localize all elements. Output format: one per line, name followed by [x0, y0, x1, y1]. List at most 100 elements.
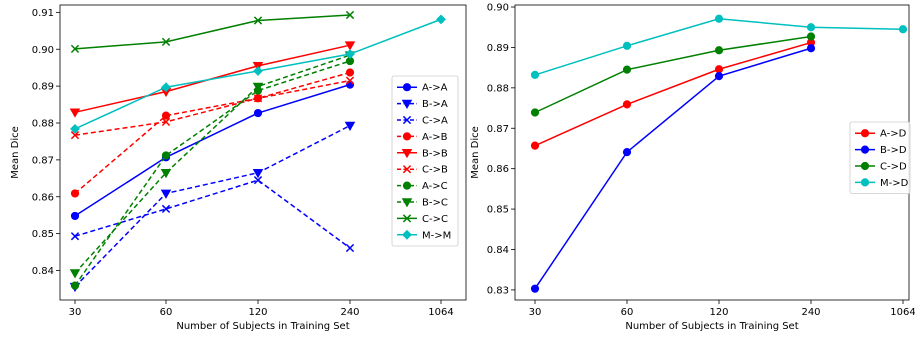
series-C-to-B	[70, 76, 355, 140]
x-axis-label: Number of Subjects in Training Set	[176, 321, 349, 332]
legend-marker	[402, 214, 412, 223]
series-A-to-A	[70, 80, 355, 221]
data-point	[252, 82, 264, 92]
data-point	[345, 76, 355, 85]
legend-label: B->D	[880, 145, 907, 156]
legend-marker	[402, 181, 412, 190]
legend-item: B->C	[397, 198, 448, 209]
data-point	[622, 65, 632, 74]
legend-label: B->A	[422, 99, 448, 110]
legend-marker	[860, 129, 870, 138]
y-axis-label: Mean Dice	[470, 126, 481, 179]
x-tick-label: 30	[529, 307, 542, 318]
data-point	[160, 168, 172, 179]
legend-item: C->C	[397, 214, 448, 225]
series-line	[74, 83, 351, 217]
data-point	[345, 49, 355, 59]
data-point	[253, 94, 263, 103]
series-A-to-B	[70, 68, 355, 198]
data-point	[161, 82, 171, 93]
legend-marker	[860, 145, 870, 154]
series-A-to-C	[70, 56, 355, 290]
legend-item: A->A	[397, 83, 448, 94]
data-point	[161, 117, 171, 127]
legend-label: M->M	[422, 230, 451, 241]
legend-marker	[401, 198, 413, 208]
legend-marker	[860, 161, 870, 171]
series-line	[534, 41, 812, 147]
legend-marker	[402, 132, 412, 141]
data-point	[70, 232, 80, 241]
y-axis-label: Mean Dice	[10, 126, 21, 179]
data-point	[345, 10, 355, 20]
legend-item: A->D	[855, 129, 907, 140]
legend-item: B->A	[397, 99, 448, 110]
series-line	[534, 35, 812, 114]
x-tick-label: 120	[709, 307, 728, 318]
series-B-to-A	[69, 121, 356, 293]
data-point	[253, 16, 263, 25]
data-point	[344, 41, 356, 51]
x-tick-label: 120	[248, 307, 267, 318]
legend-item: B->D	[855, 145, 907, 156]
data-point	[898, 25, 908, 34]
series-line	[74, 124, 351, 288]
data-point	[344, 121, 356, 131]
legend-item: B->B	[397, 148, 448, 159]
chart-panel-1: 30 60 120 240 1064 0.84 0.85 0.86 0.87 0.88 0.89 0.…	[10, 4, 467, 332]
legend-label: B->B	[422, 148, 448, 159]
legend-label: B->C	[422, 198, 448, 209]
x-tick-label: 1064	[890, 307, 915, 318]
series-line	[534, 47, 812, 290]
y-tick-label: 0.85	[32, 229, 54, 240]
data-point	[161, 204, 171, 214]
data-point	[253, 108, 263, 118]
legend-marker	[401, 99, 413, 110]
series-C-to-A	[70, 176, 355, 253]
y-tick-label: 0.90	[487, 3, 509, 14]
series-line	[74, 179, 351, 249]
series-line	[74, 79, 351, 136]
y-tick-label: 0.89	[487, 43, 509, 54]
x-tick-label: 240	[801, 307, 820, 318]
data-point	[70, 211, 80, 221]
data-point	[70, 189, 80, 198]
series-B-to-D	[530, 44, 816, 293]
series-line	[74, 14, 351, 50]
data-point	[161, 111, 171, 120]
data-point	[69, 269, 81, 279]
data-point	[70, 281, 80, 290]
data-point	[714, 65, 724, 74]
x-tick-label: 60	[160, 307, 173, 318]
legend-marker	[402, 165, 412, 174]
legend-marker	[860, 178, 870, 187]
series-line	[74, 60, 351, 287]
y-tick-label: 0.89	[32, 82, 54, 93]
legend-item: C->D	[855, 162, 907, 173]
legend-item: C->B	[397, 165, 448, 176]
data-point	[69, 108, 81, 118]
y-tick-label: 0.84	[32, 266, 54, 277]
data-point	[530, 108, 540, 117]
y-tick-label: 0.88	[32, 119, 54, 130]
y-tick-label: 0.85	[487, 205, 509, 216]
legend-marker	[402, 229, 412, 240]
data-point	[252, 168, 264, 179]
data-point	[530, 70, 540, 80]
series-line	[74, 54, 351, 274]
data-point	[806, 23, 816, 32]
legend-marker	[402, 83, 412, 92]
plot-frame	[59, 4, 467, 301]
x-tick-label: 1064	[428, 307, 453, 318]
y-tick-label: 0.83	[487, 285, 509, 296]
data-point	[806, 32, 816, 41]
legend-label: A->B	[422, 132, 448, 143]
series-C-to-C	[70, 10, 355, 54]
series-M-to-D	[530, 14, 908, 80]
legend-item: M->M	[397, 229, 451, 241]
y-tick-label: 0.86	[487, 164, 509, 175]
data-point	[70, 131, 80, 140]
data-point	[714, 72, 724, 81]
legend-item: A->B	[397, 132, 448, 143]
